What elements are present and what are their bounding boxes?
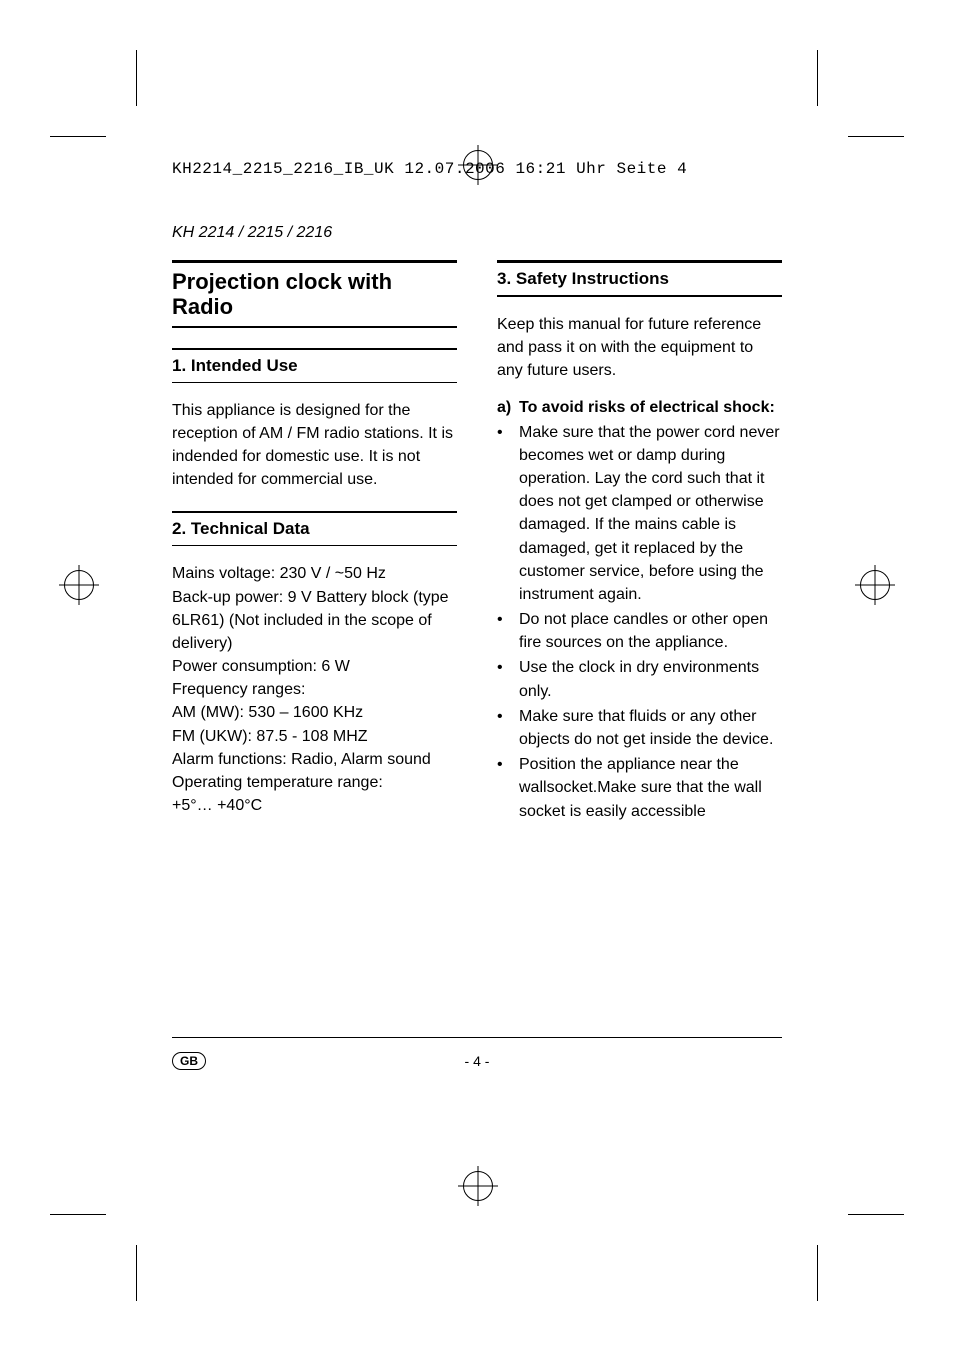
- bullet-icon: •: [497, 608, 519, 654]
- crop-mark: [817, 1245, 818, 1301]
- page-number: - 4 -: [465, 1053, 490, 1069]
- registration-mark: [860, 570, 890, 600]
- rule: [497, 260, 782, 263]
- registration-mark: [64, 570, 94, 600]
- bullet-icon: •: [497, 421, 519, 607]
- page-content: Projection clock with Radio 1. Intended …: [172, 260, 782, 823]
- rule: [172, 382, 457, 383]
- model-number: KH 2214 / 2215 / 2216: [172, 224, 332, 242]
- sub-heading-text: To avoid risks of electrical shock:: [519, 399, 775, 417]
- bullet-text: Make sure that fluids or any other objec…: [519, 705, 782, 751]
- rule: [172, 511, 457, 513]
- safety-subheading: a) To avoid risks of electrical shock:: [497, 399, 782, 417]
- list-item: •Do not place candles or other open fire…: [497, 608, 782, 654]
- page-footer: GB - 4 -: [172, 1037, 782, 1070]
- right-column: 3. Safety Instructions Keep this manual …: [497, 260, 782, 823]
- list-item: •Use the clock in dry environments only.: [497, 656, 782, 702]
- spec-line: Operating temperature range:: [172, 771, 457, 794]
- bullet-text: Do not place candles or other open fire …: [519, 608, 782, 654]
- crop-mark: [848, 1214, 904, 1215]
- section-heading-technical-data: 2. Technical Data: [172, 519, 457, 539]
- spec-line: Alarm functions: Radio, Alarm sound: [172, 748, 457, 771]
- bullet-text: Use the clock in dry environments only.: [519, 656, 782, 702]
- rule: [172, 545, 457, 546]
- page-title: Projection clock with Radio: [172, 269, 457, 320]
- technical-data-body: Mains voltage: 230 V / ~50 Hz Back-up po…: [172, 562, 457, 817]
- list-item: •Make sure that fluids or any other obje…: [497, 705, 782, 751]
- section-heading-intended-use: 1. Intended Use: [172, 356, 457, 376]
- print-header: KH2214_2215_2216_IB_UK 12.07.2006 16:21 …: [172, 160, 687, 178]
- language-badge: GB: [172, 1052, 206, 1070]
- title-line: Projection clock with: [172, 269, 392, 294]
- intended-use-body: This appliance is designed for the recep…: [172, 399, 457, 492]
- list-item: •Position the appliance near the wallsoc…: [497, 753, 782, 823]
- title-line: Radio: [172, 294, 233, 319]
- left-column: Projection clock with Radio 1. Intended …: [172, 260, 457, 823]
- spec-line: Back-up power: 9 V Battery block (type 6…: [172, 586, 457, 656]
- rule: [172, 326, 457, 328]
- sub-marker: a): [497, 399, 519, 417]
- rule: [497, 295, 782, 297]
- spec-line: Power consumption: 6 W: [172, 655, 457, 678]
- bullet-icon: •: [497, 705, 519, 751]
- bullet-icon: •: [497, 753, 519, 823]
- crop-mark: [136, 1245, 137, 1301]
- safety-intro: Keep this manual for future reference an…: [497, 313, 782, 383]
- section-heading-safety: 3. Safety Instructions: [497, 269, 782, 289]
- crop-mark: [50, 1214, 106, 1215]
- rule: [172, 260, 457, 263]
- bullet-text: Make sure that the power cord never beco…: [519, 421, 782, 607]
- crop-mark: [817, 50, 818, 106]
- list-item: •Make sure that the power cord never bec…: [497, 421, 782, 607]
- crop-mark: [136, 50, 137, 106]
- spec-line: Mains voltage: 230 V / ~50 Hz: [172, 562, 457, 585]
- rule: [172, 348, 457, 350]
- safety-bullet-list: •Make sure that the power cord never bec…: [497, 421, 782, 823]
- registration-mark: [463, 1171, 493, 1201]
- crop-mark: [848, 136, 904, 137]
- spec-line: Frequency ranges:: [172, 678, 457, 701]
- spec-line: FM (UKW): 87.5 - 108 MHZ: [172, 725, 457, 748]
- bullet-text: Position the appliance near the wallsock…: [519, 753, 782, 823]
- spec-line: +5°… +40°C: [172, 794, 457, 817]
- bullet-icon: •: [497, 656, 519, 702]
- crop-mark: [50, 136, 106, 137]
- spec-line: AM (MW): 530 – 1600 KHz: [172, 701, 457, 724]
